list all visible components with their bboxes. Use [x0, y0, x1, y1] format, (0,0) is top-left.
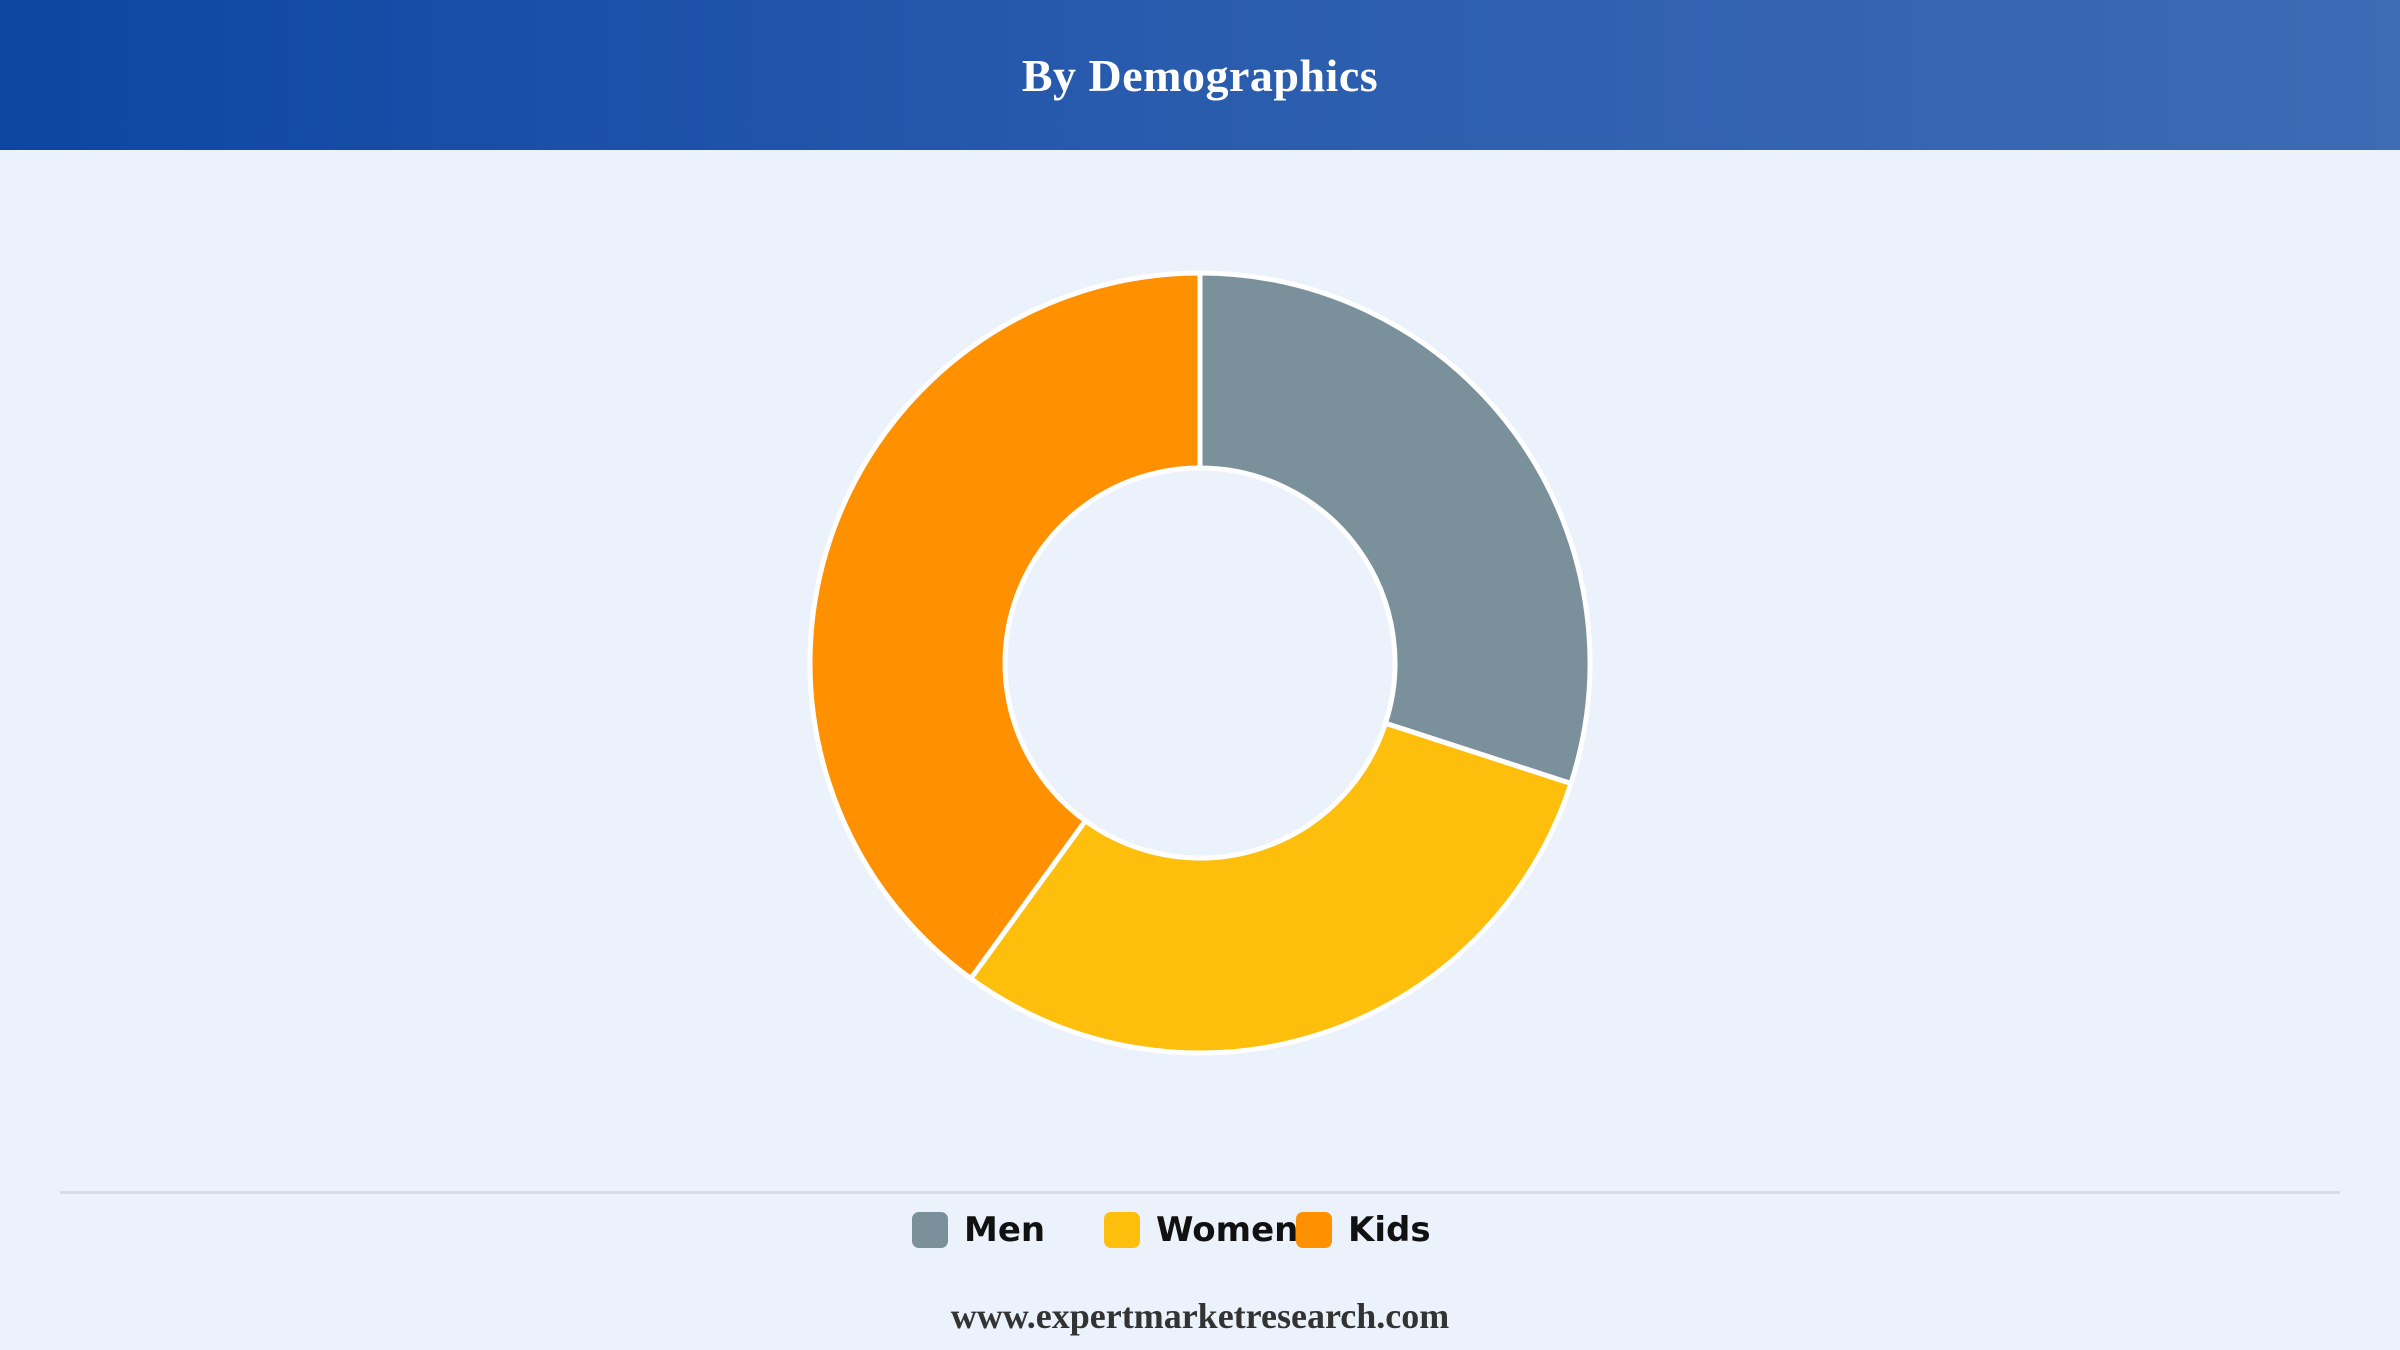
legend-item-women[interactable]: Women [1104, 1205, 1298, 1255]
legend-swatch-women [1104, 1212, 1140, 1248]
legend-item-men[interactable]: Men [912, 1205, 1045, 1255]
slice-women[interactable] [968, 720, 1574, 1056]
header-banner: By Demographics [0, 0, 2400, 150]
legend: Men Women Kids [0, 1205, 2400, 1255]
legend-item-kids[interactable]: Kids [1296, 1205, 1431, 1255]
legend-swatch-kids [1296, 1212, 1332, 1248]
legend-swatch-men [912, 1212, 948, 1248]
legend-label-men: Men [964, 1210, 1046, 1250]
legend-divider [60, 1191, 2340, 1194]
legend-label-kids: Kids [1348, 1210, 1431, 1250]
footer-url: www.expertmarketresearch.com [950, 1296, 1450, 1336]
legend-label-women: Women [1156, 1210, 1299, 1250]
chart-title: By Demographics [1021, 49, 1379, 101]
slice-men[interactable] [1197, 270, 1593, 787]
slice-kids[interactable] [807, 270, 1203, 982]
